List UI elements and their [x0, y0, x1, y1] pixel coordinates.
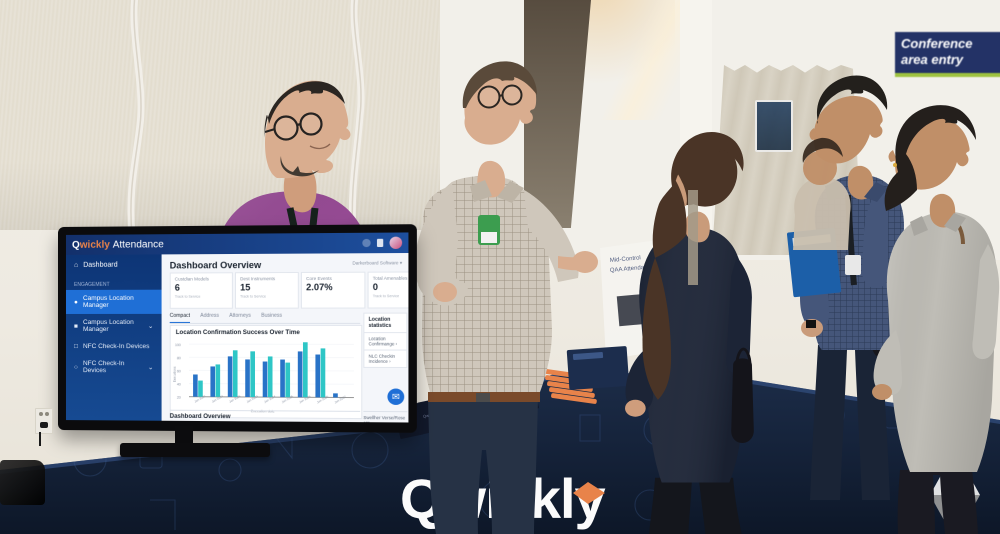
svg-text:Executions: Executions [173, 366, 177, 382]
svg-text:20: 20 [177, 396, 181, 400]
svg-text:60: 60 [177, 369, 181, 373]
svg-text:100: 100 [175, 343, 181, 347]
svg-text:80: 80 [177, 356, 181, 360]
svg-text:40: 40 [177, 382, 181, 386]
